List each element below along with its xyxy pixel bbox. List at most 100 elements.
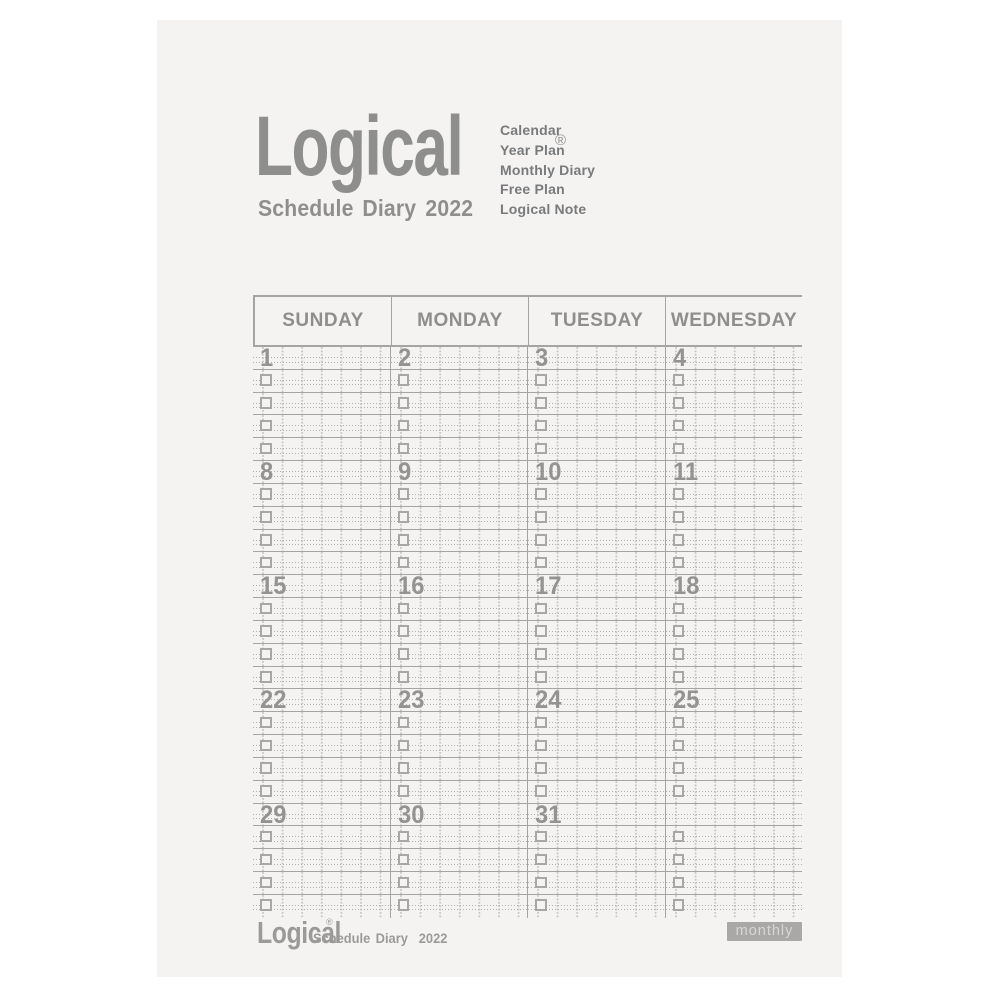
checkbox-icon[interactable]: [397, 374, 409, 386]
checkbox-icon[interactable]: [672, 625, 684, 637]
checkbox-icon[interactable]: [672, 853, 684, 866]
checkbox-icon[interactable]: [672, 716, 684, 729]
checkbox-icon[interactable]: [672, 534, 684, 546]
note-row: [253, 598, 390, 621]
feature-list: Calendar Year Plan Monthly Diary Free Pl…: [500, 121, 595, 220]
checkbox-icon[interactable]: [260, 762, 272, 774]
checkbox-icon[interactable]: [397, 556, 409, 569]
note-row: [528, 552, 665, 576]
checkbox-icon[interactable]: [535, 762, 547, 774]
checkbox-icon[interactable]: [397, 488, 409, 500]
checkbox-icon[interactable]: [260, 785, 272, 797]
checkbox-icon[interactable]: [535, 511, 547, 523]
checkbox-icon[interactable]: [672, 739, 684, 752]
checkbox-icon[interactable]: [260, 716, 272, 729]
checkbox-icon[interactable]: [260, 511, 272, 523]
note-row: [665, 666, 802, 690]
checkbox-icon[interactable]: [397, 716, 409, 729]
checkbox-icon[interactable]: [535, 556, 547, 569]
checkbox-icon[interactable]: [535, 671, 547, 683]
checkbox-icon[interactable]: [672, 511, 684, 523]
checkbox-icon[interactable]: [397, 876, 409, 889]
note-row: [665, 735, 802, 758]
checkbox-icon[interactable]: [397, 442, 409, 455]
checkbox-icon[interactable]: [535, 648, 547, 660]
checkbox-icon[interactable]: [535, 419, 547, 432]
checkbox-icon[interactable]: [672, 762, 684, 774]
checkbox-icon[interactable]: [672, 899, 684, 911]
checkbox-icon[interactable]: [672, 556, 684, 569]
checkbox-icon[interactable]: [260, 374, 272, 386]
note-row: [665, 552, 802, 576]
checkbox-icon[interactable]: [672, 374, 684, 386]
checkbox-icon[interactable]: [672, 648, 684, 660]
checkbox-icon[interactable]: [397, 419, 409, 432]
checkbox-icon[interactable]: [397, 853, 409, 866]
week-day-block: 22: [253, 688, 390, 804]
checkbox-icon[interactable]: [397, 830, 409, 843]
checkbox-icon[interactable]: [260, 853, 272, 866]
checkbox-icon[interactable]: [672, 419, 684, 432]
note-row: [253, 415, 390, 439]
checkbox-icon[interactable]: [535, 830, 547, 843]
checkbox-icon[interactable]: [535, 716, 547, 729]
checkbox-icon[interactable]: [672, 488, 684, 500]
checkbox-icon[interactable]: [535, 602, 547, 615]
checkbox-icon[interactable]: [535, 876, 547, 889]
checkbox-icon[interactable]: [397, 511, 409, 523]
date-number: 18: [672, 572, 699, 601]
checkbox-icon[interactable]: [672, 830, 684, 843]
note-row: [528, 849, 665, 873]
checkbox-icon[interactable]: [535, 739, 547, 752]
checkbox-icon[interactable]: [260, 556, 272, 569]
week-day-block: 24: [528, 688, 665, 804]
checkbox-icon[interactable]: [260, 625, 272, 637]
checkbox-icon[interactable]: [672, 397, 684, 409]
checkbox-icon[interactable]: [397, 625, 409, 637]
checkbox-icon[interactable]: [535, 899, 547, 911]
date-row: [665, 803, 802, 827]
checkbox-icon[interactable]: [672, 602, 684, 615]
note-row: [253, 780, 390, 804]
note-row: [528, 598, 665, 621]
checkbox-icon[interactable]: [260, 419, 272, 432]
checkbox-icon[interactable]: [672, 785, 684, 797]
checkbox-icon[interactable]: [397, 648, 409, 660]
checkbox-icon[interactable]: [260, 739, 272, 752]
checkbox-icon[interactable]: [397, 762, 409, 774]
checkbox-icon[interactable]: [535, 625, 547, 637]
note-row: [528, 894, 665, 918]
checkbox-icon[interactable]: [397, 602, 409, 615]
checkbox-icon[interactable]: [260, 648, 272, 660]
checkbox-icon[interactable]: [535, 374, 547, 386]
checkbox-icon[interactable]: [397, 739, 409, 752]
checkbox-icon[interactable]: [397, 785, 409, 797]
checkbox-icon[interactable]: [535, 853, 547, 866]
checkbox-icon[interactable]: [260, 488, 272, 500]
checkbox-icon[interactable]: [672, 671, 684, 683]
checkbox-icon[interactable]: [260, 442, 272, 455]
day-header-tuesday: TUESDAY: [528, 297, 665, 345]
checkbox-icon[interactable]: [535, 488, 547, 500]
checkbox-icon[interactable]: [260, 397, 272, 409]
note-row: [390, 369, 527, 393]
checkbox-icon[interactable]: [397, 899, 409, 911]
checkbox-icon[interactable]: [260, 671, 272, 683]
checkbox-icon[interactable]: [397, 534, 409, 546]
checkbox-icon[interactable]: [672, 442, 684, 455]
checkbox-icon[interactable]: [260, 899, 272, 911]
checkbox-icon[interactable]: [397, 671, 409, 683]
checkbox-icon[interactable]: [260, 534, 272, 546]
note-row: [665, 506, 802, 530]
checkbox-icon[interactable]: [260, 876, 272, 889]
checkbox-icon[interactable]: [535, 397, 547, 409]
checkbox-icon[interactable]: [535, 442, 547, 455]
checkbox-icon[interactable]: [535, 534, 547, 546]
note-row: [390, 529, 527, 553]
checkbox-icon[interactable]: [397, 397, 409, 409]
checkbox-icon[interactable]: [260, 602, 272, 615]
checkbox-icon[interactable]: [260, 830, 272, 843]
checkbox-icon[interactable]: [535, 785, 547, 797]
day-column: 2 9 16 23 30: [389, 346, 527, 918]
checkbox-icon[interactable]: [672, 876, 684, 889]
